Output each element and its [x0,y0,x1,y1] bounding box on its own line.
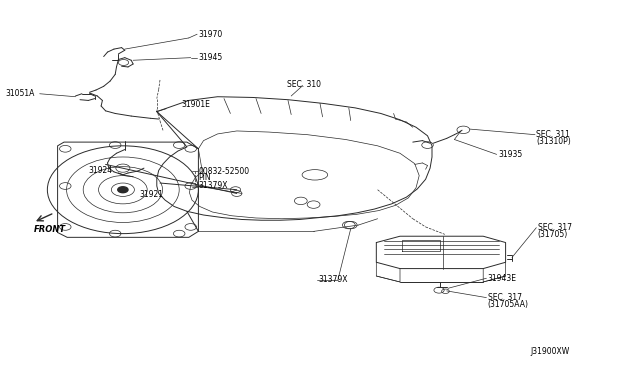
Text: 31943E: 31943E [488,274,516,283]
Text: SEC. 317: SEC. 317 [488,293,522,302]
Text: 31924: 31924 [88,166,113,175]
Text: 31379X: 31379X [198,182,228,190]
Text: PIN: PIN [198,173,211,182]
Text: 31921: 31921 [140,190,164,199]
Text: J31900XW: J31900XW [530,347,569,356]
Text: (31310P): (31310P) [536,137,571,146]
Text: 31051A: 31051A [5,89,35,98]
Text: SEC. 311: SEC. 311 [536,130,570,139]
Text: 31970: 31970 [198,30,223,39]
Text: 31901E: 31901E [181,100,210,109]
Text: SEC. 310: SEC. 310 [287,80,321,89]
Circle shape [118,187,128,193]
Text: 31935: 31935 [498,150,522,159]
Text: 00832-52500: 00832-52500 [198,167,250,176]
Text: (31705): (31705) [538,230,568,239]
Text: SEC. 317: SEC. 317 [538,223,572,232]
Text: FRONT: FRONT [34,225,66,234]
Text: 31945: 31945 [198,53,223,62]
Text: 31379X: 31379X [319,275,348,284]
Text: (31705AA): (31705AA) [488,300,529,309]
